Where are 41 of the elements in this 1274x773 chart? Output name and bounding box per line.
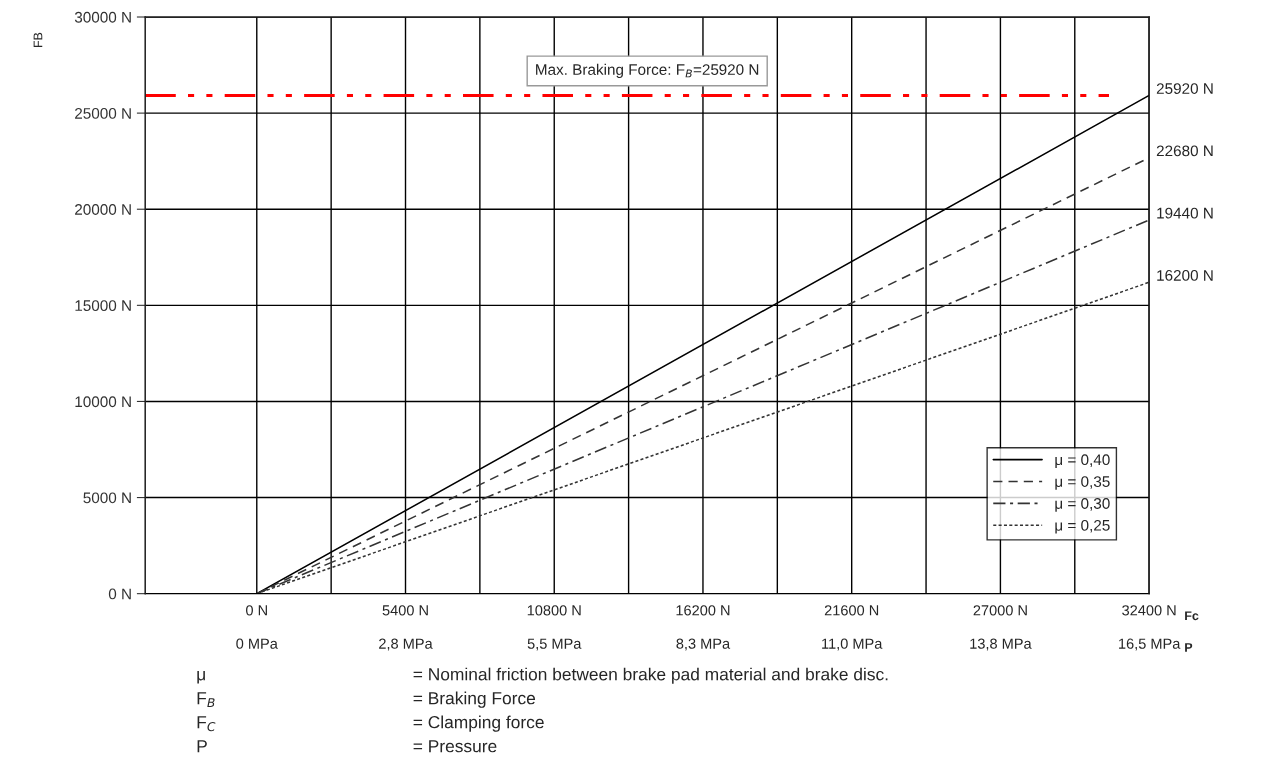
legend-label: μ = 0,30 <box>1055 498 1110 512</box>
x-tick-label: 10800 N <box>527 605 581 616</box>
x2-tick-label: 13,8 MPa <box>970 638 1032 651</box>
data-label: 16200 N <box>1157 270 1213 281</box>
x2-axis-title: P <box>1185 643 1193 652</box>
x-axis-title: Fc <box>1185 611 1199 621</box>
text: = Nominal friction between brake pad material and brake disc. <box>413 667 888 684</box>
x-tick-label: 27000 N <box>973 605 1027 616</box>
x2-tick-label: 2,8 MPa <box>379 638 433 651</box>
text: F$_{B}$ <box>197 692 215 708</box>
x2-tick-label: 0 MPa <box>236 638 278 649</box>
x2-tick-label: 16,5 MPa <box>1119 638 1181 651</box>
y-tick-label: 10000 N <box>75 396 131 408</box>
text: μ <box>197 671 205 684</box>
text: = Clamping force <box>413 715 544 732</box>
x-tick-label: 0 N <box>246 605 267 616</box>
y-tick-label: 30000 N <box>74 11 131 23</box>
legend-label: μ = 0,35 <box>1055 476 1110 490</box>
y-tick-label: 5000 N <box>83 492 131 504</box>
y-tick-label: 20000 N <box>75 204 131 215</box>
data-label: 22680 N <box>1156 145 1213 157</box>
ref-line-label: Max. Braking Force: F$_{B}$=25920 N <box>536 63 759 79</box>
x-tick-label: 32400 N <box>1122 605 1176 616</box>
x2-tick-label: 11,0 MPa <box>822 638 883 651</box>
y-tick-label: 25000 N <box>75 107 131 119</box>
text: = Pressure <box>413 740 497 753</box>
text: P <box>197 740 207 753</box>
x2-tick-label: 5,5 MPa <box>527 638 582 651</box>
legend-label: μ = 0,40 <box>1055 454 1110 468</box>
x-tick-label: 16200 N <box>676 605 730 616</box>
data-label: 25920 N <box>1156 83 1213 94</box>
legend-label: μ = 0,25 <box>1055 519 1110 534</box>
text: = Braking Force <box>413 691 536 708</box>
y-tick-label: 15000 N <box>75 300 131 312</box>
data-label: 19440 N <box>1157 207 1213 219</box>
y-axis-title: FB <box>33 32 43 48</box>
x2-tick-label: 8,3 MPa <box>676 638 731 651</box>
y-tick-label: 0 N <box>108 588 131 600</box>
text: F$_{C}$ <box>197 716 216 732</box>
x-tick-label: 5400 N <box>382 605 428 616</box>
x-tick-label: 21600 N <box>824 605 879 616</box>
